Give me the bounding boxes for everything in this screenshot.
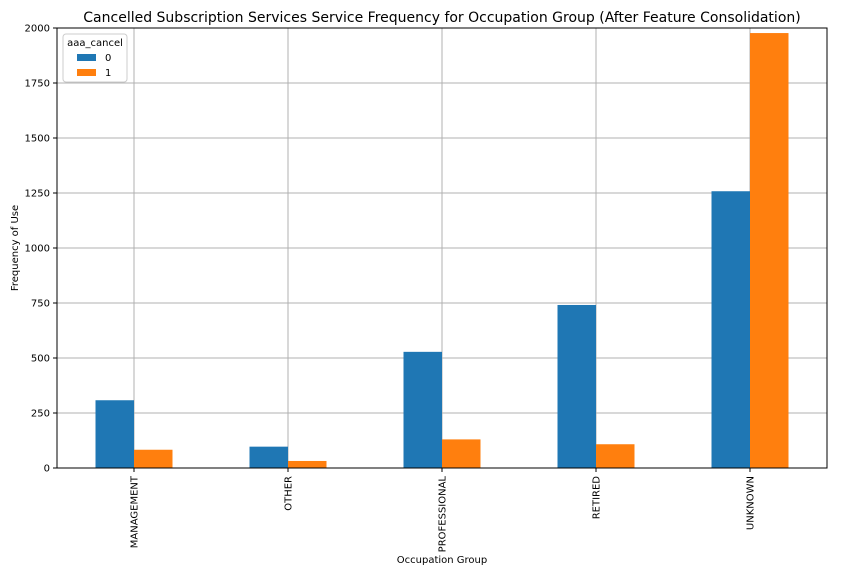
bar-series-1 bbox=[596, 444, 635, 468]
legend-title: aaa_cancel bbox=[67, 38, 123, 49]
chart-title: Cancelled Subscription Services Service … bbox=[83, 10, 800, 26]
bar-series-0 bbox=[557, 304, 596, 468]
y-axis-ticks: 0 250 500 750 1000 1250 1500 1750 2000 bbox=[25, 24, 57, 475]
y-tick-label: 250 bbox=[31, 409, 50, 420]
y-tick-label: 500 bbox=[31, 354, 50, 365]
y-tick-label: 2000 bbox=[25, 24, 50, 35]
y-tick-label: 1000 bbox=[25, 244, 50, 255]
x-axis-ticks: MANAGEMENT OTHER PROFESSIONAL RETIRED UNKNOW… bbox=[130, 468, 757, 552]
y-tick-label: 1750 bbox=[25, 79, 50, 90]
x-tick-label: MANAGEMENT bbox=[130, 475, 141, 548]
bar-series-0 bbox=[711, 191, 750, 469]
legend-swatch bbox=[77, 54, 96, 61]
bar-series-0 bbox=[95, 400, 134, 468]
x-tick-label: RETIRED bbox=[592, 476, 603, 520]
legend: aaa_cancel 0 1 bbox=[62, 33, 128, 83]
bar-series-1 bbox=[288, 460, 327, 468]
bar-series-0 bbox=[249, 446, 288, 468]
y-tick-label: 0 bbox=[44, 464, 50, 475]
x-tick-label: UNKNOWN bbox=[746, 476, 757, 530]
y-tick-label: 750 bbox=[31, 299, 50, 310]
y-tick-label: 1250 bbox=[25, 189, 50, 200]
bar-series-1 bbox=[750, 33, 789, 469]
bar-series-1 bbox=[442, 439, 481, 468]
bar-series-1 bbox=[134, 449, 173, 468]
x-axis-label: Occupation Group bbox=[397, 555, 487, 566]
bars bbox=[95, 33, 789, 469]
y-tick-label: 1500 bbox=[25, 134, 50, 145]
x-tick-label: OTHER bbox=[284, 476, 295, 511]
x-tick-label: PROFESSIONAL bbox=[438, 476, 449, 553]
y-axis-label: Frequency of Use bbox=[10, 205, 21, 291]
legend-swatch bbox=[77, 69, 96, 76]
bar-series-0 bbox=[403, 351, 442, 468]
legend-entry: 1 bbox=[105, 68, 111, 79]
legend-entry: 0 bbox=[105, 53, 111, 64]
